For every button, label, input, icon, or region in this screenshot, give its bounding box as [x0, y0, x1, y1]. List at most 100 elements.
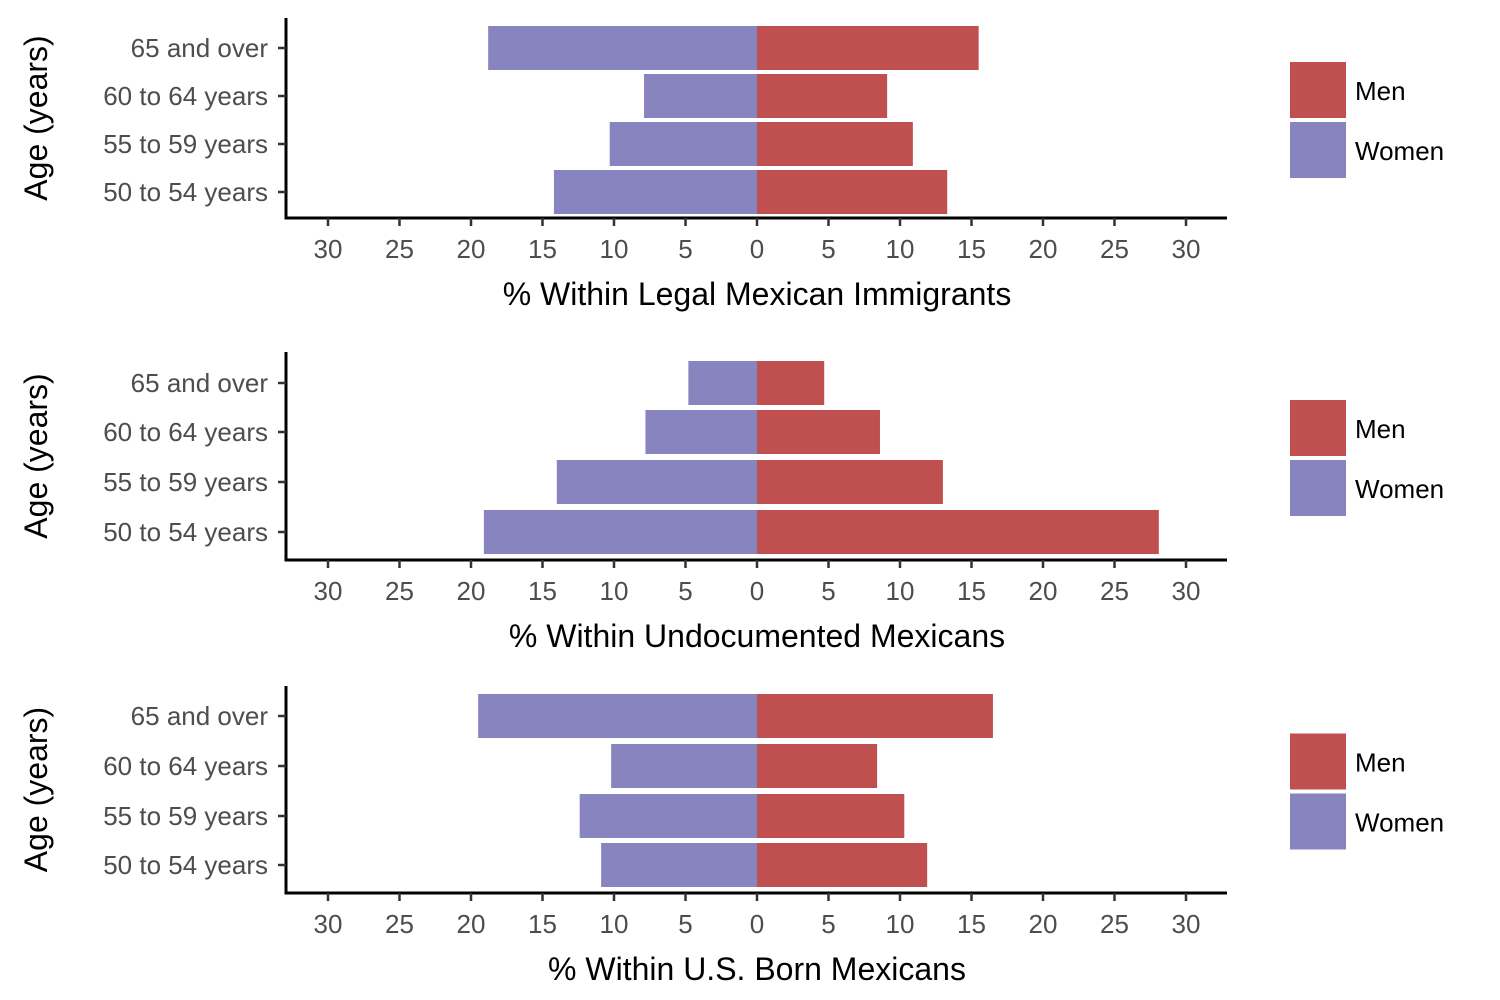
- panel-undocumented: 50 to 54 years 55 to 59 years 60 to 64 yea…: [18, 352, 1444, 654]
- x-tick-label: 20: [457, 234, 486, 264]
- legend-label-women: Women: [1355, 474, 1444, 504]
- y-tick-label: 55 to 59 years: [103, 129, 268, 159]
- x-tick-label: 0: [750, 576, 764, 606]
- bar-men-0: [757, 510, 1159, 554]
- y-tick-label: 55 to 59 years: [103, 467, 268, 497]
- y-tick-label: 50 to 54 years: [103, 850, 268, 880]
- x-axis-title: % Within Undocumented Mexicans: [509, 618, 1005, 654]
- x-tick-label: 10: [886, 909, 915, 939]
- x-tick-label: 20: [457, 576, 486, 606]
- x-tick-label: 10: [600, 234, 629, 264]
- bar-women-3: [488, 26, 757, 70]
- x-tick-label: 30: [314, 909, 343, 939]
- legend-swatch-men: [1290, 733, 1346, 790]
- bar-men-1: [757, 460, 943, 504]
- y-axis-title: Age (years): [18, 35, 54, 200]
- x-tick-label: 15: [528, 909, 557, 939]
- x-tick-label: 5: [821, 234, 835, 264]
- legend-swatch-men: [1290, 400, 1346, 456]
- bar-women-1: [609, 122, 757, 166]
- x-tick-label: 25: [1100, 909, 1129, 939]
- y-tick-label: 60 to 64 years: [103, 751, 268, 781]
- bar-women-3: [688, 361, 757, 405]
- bar-men-2: [757, 744, 878, 788]
- bar-men-0: [757, 843, 928, 887]
- x-tick-label: 15: [957, 576, 986, 606]
- x-tick-label: 30: [314, 234, 343, 264]
- legend-label-women: Women: [1355, 808, 1444, 838]
- x-tick-label: 5: [678, 576, 692, 606]
- y-tick-label: 60 to 64 years: [103, 81, 268, 111]
- bar-women-2: [644, 74, 757, 118]
- x-tick-label: 15: [957, 909, 986, 939]
- bar-men-3: [757, 361, 825, 405]
- x-axis-title: % Within Legal Mexican Immigrants: [503, 276, 1012, 312]
- bar-men-3: [757, 694, 993, 738]
- bar-women-2: [611, 744, 757, 788]
- bar-women-3: [478, 694, 757, 738]
- legend-swatch-men: [1290, 62, 1346, 118]
- axis-lines: [284, 686, 1227, 895]
- y-tick-label: 60 to 64 years: [103, 417, 268, 447]
- axis-lines: [284, 18, 1227, 220]
- x-tick-label: 30: [1172, 576, 1201, 606]
- x-tick-label: 25: [1100, 576, 1129, 606]
- legend-label-men: Men: [1355, 748, 1406, 778]
- x-tick-label: 5: [821, 909, 835, 939]
- bar-women-1: [556, 460, 757, 504]
- legend-label-men: Men: [1355, 414, 1406, 444]
- y-tick-label: 55 to 59 years: [103, 801, 268, 831]
- x-tick-label: 25: [385, 576, 414, 606]
- panel-us-born: 50 to 54 years 55 to 59 years 60 to 64 yea…: [18, 686, 1444, 987]
- bar-women-0: [553, 170, 757, 214]
- panel-legal-immigrants: 50 to 54 years 55 to 59 years 60 to 64 yea…: [18, 18, 1444, 312]
- x-tick-label: 15: [957, 234, 986, 264]
- x-tick-label: 0: [750, 234, 764, 264]
- axis-lines: [284, 352, 1227, 562]
- y-axis-title: Age (years): [18, 707, 54, 872]
- x-tick-label: 20: [1029, 576, 1058, 606]
- legend-swatch-women: [1290, 460, 1346, 516]
- legend-label-women: Women: [1355, 136, 1444, 166]
- bar-men-1: [757, 122, 913, 166]
- x-tick-label: 25: [1100, 234, 1129, 264]
- x-tick-label: 10: [886, 576, 915, 606]
- x-tick-label: 5: [678, 234, 692, 264]
- x-tick-label: 30: [1172, 909, 1201, 939]
- x-tick-label: 5: [678, 909, 692, 939]
- y-tick-label: 65 and over: [131, 368, 269, 398]
- bar-women-1: [579, 794, 757, 838]
- x-tick-label: 15: [528, 576, 557, 606]
- legend-swatch-women: [1290, 793, 1346, 850]
- bar-men-2: [757, 74, 888, 118]
- y-axis-title: Age (years): [18, 373, 54, 538]
- bar-men-1: [757, 794, 905, 838]
- legend-label-men: Men: [1355, 76, 1406, 106]
- y-tick-label: 50 to 54 years: [103, 517, 268, 547]
- legend-swatch-women: [1290, 122, 1346, 178]
- bar-men-2: [757, 410, 880, 454]
- x-tick-label: 20: [457, 909, 486, 939]
- x-tick-label: 10: [600, 909, 629, 939]
- bar-women-0: [483, 510, 757, 554]
- bar-men-0: [757, 170, 948, 214]
- x-tick-label: 10: [600, 576, 629, 606]
- x-tick-label: 20: [1029, 234, 1058, 264]
- y-tick-label: 50 to 54 years: [103, 177, 268, 207]
- x-tick-label: 0: [750, 909, 764, 939]
- x-tick-label: 15: [528, 234, 557, 264]
- bar-men-3: [757, 26, 979, 70]
- x-tick-label: 10: [886, 234, 915, 264]
- x-tick-label: 20: [1029, 909, 1058, 939]
- y-tick-label: 65 and over: [131, 33, 269, 63]
- bar-women-0: [601, 843, 757, 887]
- x-tick-label: 25: [385, 909, 414, 939]
- x-axis-title: % Within U.S. Born Mexicans: [548, 951, 966, 987]
- bar-women-2: [645, 410, 757, 454]
- x-tick-label: 30: [1172, 234, 1201, 264]
- y-tick-label: 65 and over: [131, 701, 269, 731]
- x-tick-label: 5: [821, 576, 835, 606]
- x-tick-label: 25: [385, 234, 414, 264]
- x-tick-label: 30: [314, 576, 343, 606]
